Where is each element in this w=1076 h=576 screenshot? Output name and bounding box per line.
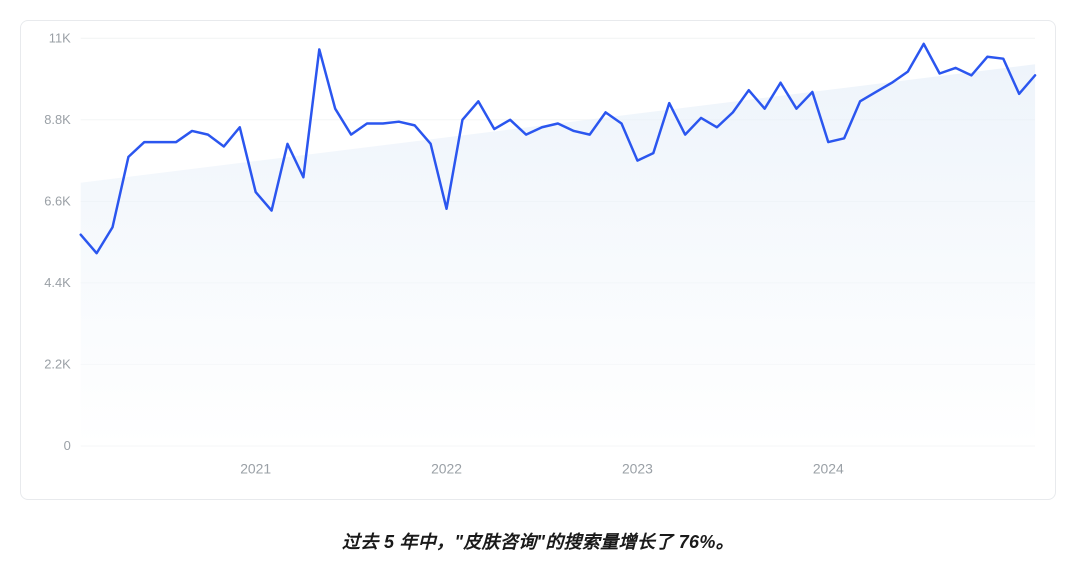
- trend-area-fill: [81, 64, 1035, 446]
- x-axis-labels: 2021 2022 2023 2024: [240, 461, 844, 477]
- x-tick-label: 2021: [240, 461, 271, 477]
- y-axis-labels: 0 2.2K 4.4K 6.6K 8.8K 11K: [44, 30, 71, 453]
- chart-caption: 过去 5 年中，"皮肤咨询"的搜索量增长了 76%。: [20, 528, 1056, 554]
- y-tick-label: 11K: [49, 30, 71, 45]
- y-tick-label: 4.4K: [44, 275, 71, 290]
- y-tick-label: 0: [64, 438, 71, 453]
- x-tick-label: 2024: [813, 461, 844, 477]
- y-tick-label: 6.6K: [44, 193, 71, 208]
- chart-svg: 0 2.2K 4.4K 6.6K 8.8K 11K 2021 2022 2023 2024: [31, 25, 1045, 489]
- x-tick-label: 2023: [622, 461, 653, 477]
- x-tick-label: 2022: [431, 461, 462, 477]
- search-trend-chart: 0 2.2K 4.4K 6.6K 8.8K 11K 2021 2022 2023 2024: [20, 20, 1056, 500]
- y-tick-label: 8.8K: [44, 112, 71, 127]
- y-tick-label: 2.2K: [44, 356, 71, 371]
